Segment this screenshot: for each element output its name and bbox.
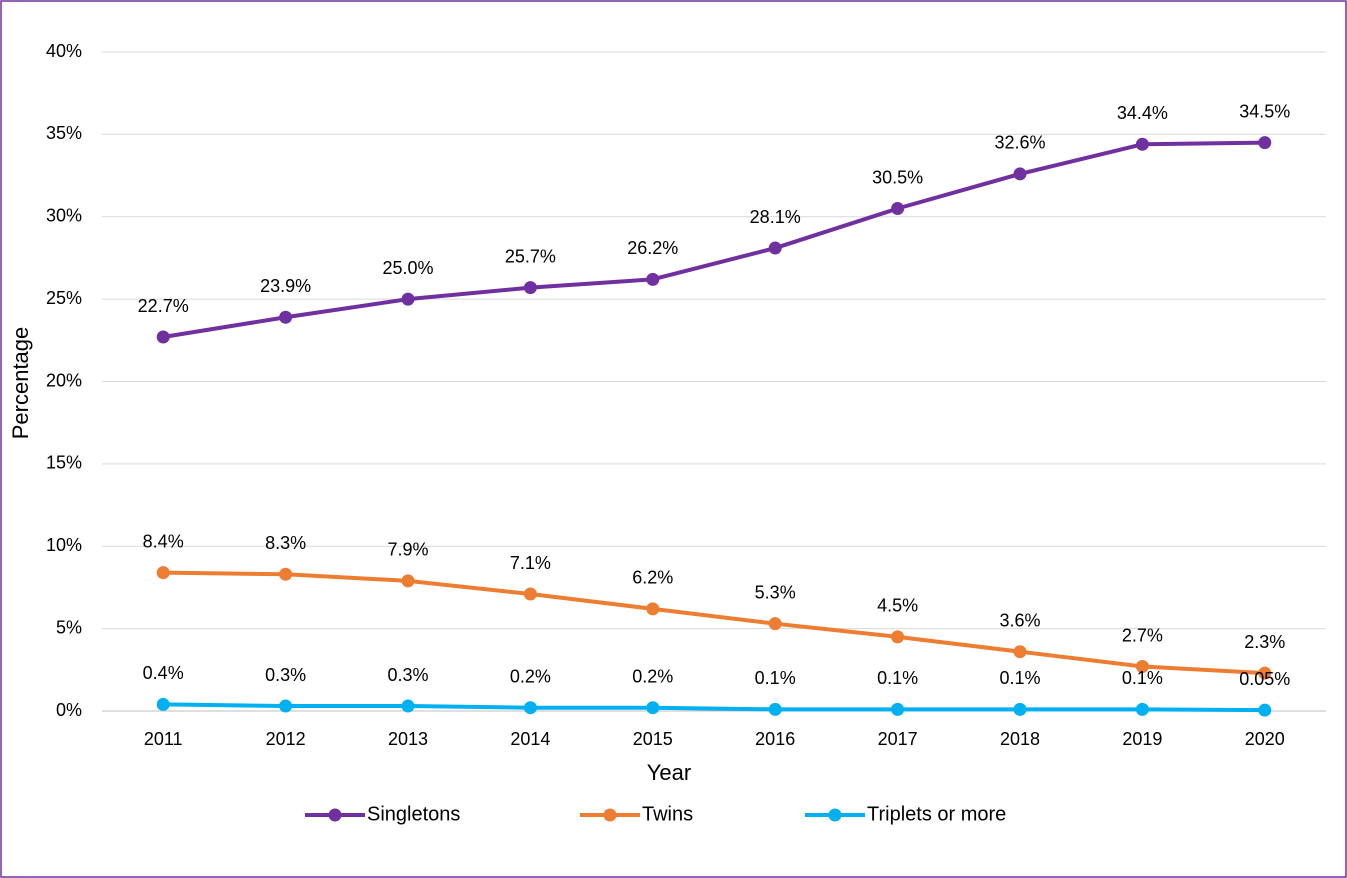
x-tick-label: 2014 <box>510 729 550 749</box>
point <box>1013 645 1027 659</box>
point <box>1013 167 1027 181</box>
x-tick-label: 2017 <box>878 729 918 749</box>
data-label: 28.1% <box>750 207 801 227</box>
y-tick-label: 15% <box>46 453 82 473</box>
point <box>279 310 293 324</box>
point <box>768 702 782 716</box>
data-label: 34.4% <box>1117 103 1168 123</box>
legend-marker <box>828 808 842 822</box>
point <box>1135 660 1149 674</box>
point <box>156 566 170 580</box>
x-tick-label: 2013 <box>388 729 428 749</box>
data-label: 22.7% <box>138 296 189 316</box>
legend-label: Twins <box>642 803 693 825</box>
data-label: 0.3% <box>387 665 428 685</box>
point <box>401 699 415 713</box>
x-tick-label: 2015 <box>633 729 673 749</box>
x-tick-label: 2020 <box>1245 729 1285 749</box>
data-label: 23.9% <box>260 276 311 296</box>
data-label: 2.3% <box>1244 632 1285 652</box>
point <box>891 630 905 644</box>
point <box>523 701 537 715</box>
y-tick-label: 20% <box>46 370 82 390</box>
data-label: 25.0% <box>382 258 433 278</box>
data-label: 4.5% <box>877 596 918 616</box>
data-label: 0.3% <box>265 665 306 685</box>
point <box>401 574 415 588</box>
data-label: 0.2% <box>510 666 551 686</box>
point <box>1135 137 1149 151</box>
data-label: 0.1% <box>755 668 796 688</box>
point <box>279 699 293 713</box>
point <box>646 272 660 286</box>
y-tick-label: 0% <box>56 700 82 720</box>
data-label: 2.7% <box>1122 625 1163 645</box>
point <box>523 281 537 295</box>
point <box>1258 136 1272 150</box>
y-tick-label: 10% <box>46 535 82 555</box>
point <box>156 697 170 711</box>
x-tick-label: 2012 <box>266 729 306 749</box>
y-tick-label: 25% <box>46 288 82 308</box>
data-label: 7.9% <box>387 540 428 560</box>
data-label: 3.6% <box>999 610 1040 630</box>
data-label: 34.5% <box>1239 101 1290 121</box>
point <box>646 701 660 715</box>
legend-label: Triplets or more <box>867 803 1006 825</box>
y-tick-label: 5% <box>56 617 82 637</box>
series-line <box>163 702 1265 713</box>
data-label: 7.1% <box>510 553 551 573</box>
data-label: 0.1% <box>877 668 918 688</box>
point <box>156 330 170 344</box>
data-label: 0.1% <box>999 668 1040 688</box>
data-label: 6.2% <box>632 568 673 588</box>
point <box>1258 666 1272 680</box>
x-tick-label: 2016 <box>755 729 795 749</box>
data-label: 30.5% <box>872 167 923 187</box>
data-label: 8.4% <box>143 531 184 551</box>
data-label: 25.7% <box>505 246 556 266</box>
x-tick-label: 2018 <box>1000 729 1040 749</box>
data-label: 5.3% <box>755 582 796 602</box>
data-label: 26.2% <box>627 238 678 258</box>
data-label: 0.4% <box>143 663 184 683</box>
data-label: 32.6% <box>994 133 1045 153</box>
x-tick-label: 2019 <box>1122 729 1162 749</box>
point <box>1135 702 1149 716</box>
point <box>279 567 293 581</box>
series-line <box>163 570 1265 676</box>
series-line <box>162 140 1265 339</box>
x-tick-label: 2011 <box>144 729 183 749</box>
point <box>646 602 660 616</box>
data-label: 0.05% <box>1239 669 1290 689</box>
legend-marker <box>603 808 617 822</box>
point <box>768 617 782 631</box>
point <box>891 702 905 716</box>
data-label: 8.3% <box>265 533 306 553</box>
x-axis-title: Year <box>647 760 691 785</box>
point <box>523 587 537 601</box>
data-label: 0.1% <box>1122 668 1163 688</box>
y-tick-label: 35% <box>46 123 82 143</box>
point <box>891 202 905 216</box>
point <box>1013 702 1027 716</box>
y-tick-label: 30% <box>46 206 82 226</box>
legend-marker <box>328 808 342 822</box>
y-axis-title: Percentage <box>8 327 33 440</box>
data-label: 0.2% <box>632 666 673 686</box>
point <box>401 292 415 306</box>
legend-label: Singletons <box>367 803 460 825</box>
y-tick-label: 40% <box>46 41 82 61</box>
point <box>1258 703 1272 717</box>
point <box>768 241 782 255</box>
